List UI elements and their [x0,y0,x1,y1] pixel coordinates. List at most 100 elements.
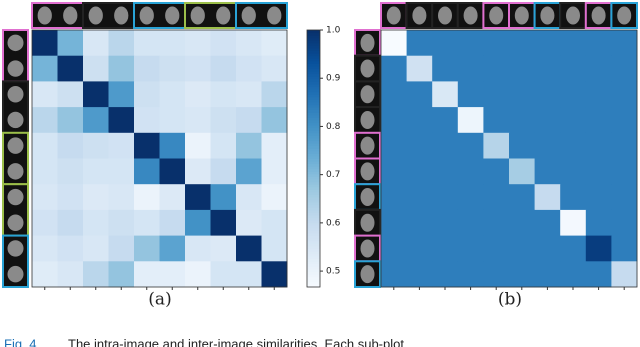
heatmap-cell [585,55,612,82]
colorbar-segment [307,194,320,198]
colorbar-segment [307,215,320,219]
heatmap-cell [57,55,84,82]
colorbar-segment [307,107,320,111]
colorbar-segment [307,135,320,139]
heatmap-cell [560,158,587,185]
heatmap-cell [381,184,407,211]
colorbar-segment [307,153,320,157]
colorbar-segment [307,186,320,190]
heatmap-cell [509,132,535,159]
heatmap-cell [83,158,109,185]
heatmap-cell [32,81,58,108]
heatmap-cell [185,132,211,159]
thumb-image [360,33,375,52]
heatmap-cell [108,158,135,185]
heatmap-cell [57,158,84,185]
heatmap-cell [134,209,160,236]
heatmap-cell [159,261,186,288]
colorbar-segment [307,117,320,121]
thumb-image [360,136,375,155]
colorbar-segment [307,76,320,80]
heatmap-cell [560,184,587,211]
caption-a: (a) [148,290,171,310]
colorbar-segment [307,143,320,147]
colorbar-segment [307,91,320,95]
heatmap-cell [83,132,109,159]
heatmap-cell [560,209,587,236]
colorbar-segment [307,181,320,185]
heatmap-cell [210,184,237,211]
heatmap-cell [261,55,288,82]
thumb-image [88,6,103,25]
colorbar-segment [307,217,320,221]
heatmap-cell [509,30,535,57]
colorbar-segment [307,65,320,70]
heatmap-cell [611,261,638,288]
heatmap-cell [185,30,211,57]
colorbar-segment [307,140,320,144]
heatmap-cell [210,235,237,262]
heatmap-cell [57,81,84,108]
heatmap-cell [585,261,612,288]
thumb-image [591,6,606,25]
thumb-image [360,265,375,284]
heatmap-cell [560,261,587,288]
heatmap-cell [83,261,109,288]
colorbar-segment [307,276,320,280]
colorbar-segment [307,42,320,46]
colorbar-segment [307,263,320,267]
colorbar-tick-label: 1.0 [326,26,341,36]
colorbar-segment [307,68,320,72]
heatmap-cell [108,209,135,236]
plot-frame [31,29,288,288]
heatmap-cell [108,132,135,159]
heatmap-cell [134,235,160,262]
colorbar-segment [307,281,320,285]
thumb-image [514,6,529,25]
colorbar-segment [307,55,320,59]
heatmap-cell [585,107,612,134]
heatmap-cell [611,184,638,211]
thumb-image [241,6,256,25]
thumb-image [114,6,129,25]
colorbar-segment [307,266,320,270]
heatmap-cell [432,261,459,288]
heatmap-cell [210,158,237,185]
heatmap-cell [406,261,433,288]
thumb-image [360,239,375,258]
heatmap-cell [32,30,58,57]
colorbar-segment [307,202,320,206]
heatmap-cell [210,107,237,134]
colorbar-segment [307,132,320,136]
colorbar-segment [307,32,320,36]
heatmap-cell [108,235,135,262]
heatmap-cell [108,81,135,108]
heatmap-cell [236,55,262,82]
colorbar-segment [307,179,320,183]
heatmap-cell [585,235,612,262]
heatmap-cell [585,209,612,236]
colorbar-segment [307,86,320,90]
heatmap-cell [457,132,484,159]
heatmap-cell [534,158,561,185]
heatmap-cell [381,55,407,82]
heatmap-cell [534,184,561,211]
colorbar-segment [307,261,320,265]
colorbar-segment [307,197,320,201]
colorbar-tick-label: 0.8 [326,122,341,132]
heatmap-cell [560,55,587,82]
heatmap-cell [108,55,135,82]
heatmap-cell [108,30,135,57]
heatmap-cell [381,158,407,185]
thumbnails [2,2,639,289]
heatmap-cell [185,184,211,211]
heatmap-cell [611,30,638,57]
heatmap-cell [83,107,109,134]
colorbar-segment [307,150,320,154]
colorbar-segment [307,233,320,237]
figure-caption: The intra-image and inter-image similari… [68,336,404,347]
colorbar-segment [307,271,320,275]
heatmap-cell [381,81,407,108]
heatmap-cell [32,184,58,211]
heatmap-cell [585,132,612,159]
